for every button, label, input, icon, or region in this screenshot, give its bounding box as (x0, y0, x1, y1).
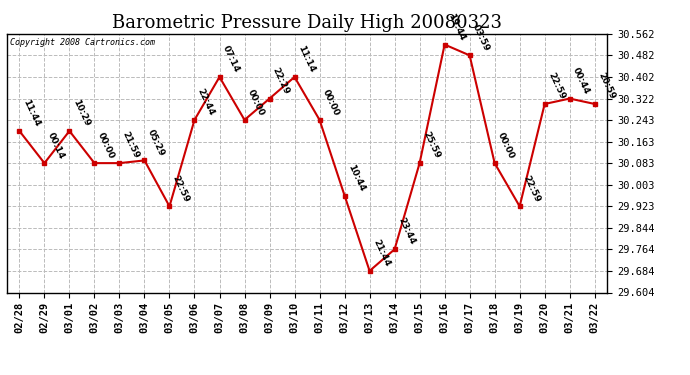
Text: 22:59: 22:59 (546, 71, 566, 101)
Text: 00:14: 00:14 (46, 131, 66, 160)
Text: 21:44: 21:44 (371, 238, 391, 268)
Text: 22:29: 22:29 (271, 66, 291, 96)
Text: 23:44: 23:44 (396, 216, 416, 246)
Text: 22:44: 22:44 (196, 87, 216, 117)
Text: 20:59: 20:59 (596, 72, 616, 101)
Text: 00:44: 00:44 (571, 66, 591, 96)
Title: Barometric Pressure Daily High 20080323: Barometric Pressure Daily High 20080323 (112, 14, 502, 32)
Text: Copyright 2008 Cartronics.com: Copyright 2008 Cartronics.com (10, 38, 155, 46)
Text: 07:14: 07:14 (221, 44, 242, 74)
Text: 10:29: 10:29 (71, 99, 91, 128)
Text: 03:59: 03:59 (471, 23, 491, 53)
Text: 10:44: 10:44 (346, 163, 366, 193)
Text: 22:59: 22:59 (171, 174, 191, 204)
Text: 22:59: 22:59 (521, 174, 542, 204)
Text: 00:00: 00:00 (496, 131, 516, 160)
Text: 11:44: 11:44 (21, 98, 41, 128)
Text: 00:00: 00:00 (321, 88, 341, 117)
Text: 05:29: 05:29 (146, 128, 166, 158)
Text: 25:59: 25:59 (421, 130, 442, 160)
Text: 19:44: 19:44 (446, 12, 466, 42)
Text: 00:00: 00:00 (246, 88, 266, 117)
Text: 21:59: 21:59 (121, 130, 141, 160)
Text: 11:14: 11:14 (296, 44, 316, 74)
Text: 00:00: 00:00 (96, 131, 116, 160)
